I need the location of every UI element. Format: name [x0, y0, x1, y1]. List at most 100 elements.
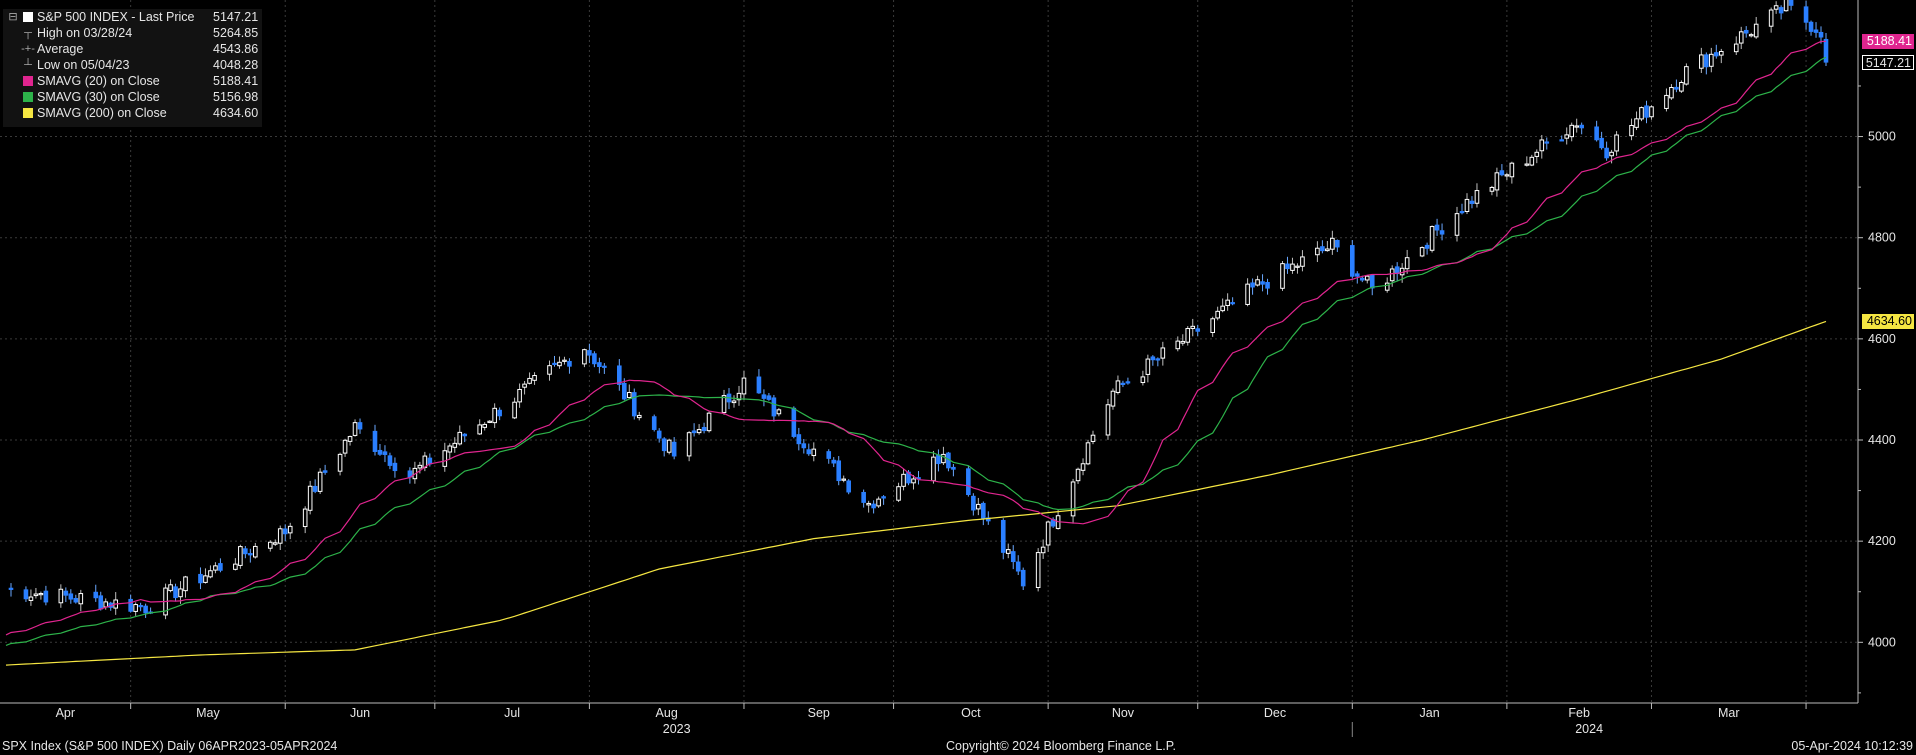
candle-up: [1679, 81, 1684, 92]
candle-up: [1330, 237, 1335, 250]
candle-down: [1120, 382, 1126, 385]
candle-up: [1569, 124, 1574, 138]
candle-up: [876, 498, 881, 507]
candle-down: [377, 449, 383, 455]
x-month-label: Nov: [1112, 706, 1135, 720]
candle-up: [1494, 172, 1500, 191]
candle-down: [1559, 139, 1565, 142]
candle-up: [1070, 481, 1076, 517]
candle-down: [1010, 551, 1016, 563]
y-tick-label: 4400: [1868, 433, 1896, 447]
candle-down: [1285, 263, 1290, 270]
candle-up: [317, 471, 323, 492]
candle-up: [636, 414, 642, 419]
candle-up: [582, 349, 587, 365]
candle-up: [38, 593, 44, 596]
candle-up: [896, 486, 901, 501]
collapse-icon[interactable]: ⊟: [8, 11, 18, 23]
candle-up: [1489, 186, 1495, 192]
x-month-label: May: [196, 706, 220, 720]
candle-down: [1704, 54, 1709, 68]
y-tick-label: 4800: [1868, 231, 1896, 245]
candle-down: [1813, 29, 1819, 33]
candle-down: [836, 460, 842, 482]
candle-up: [103, 601, 109, 608]
candle-down: [282, 528, 288, 535]
candle-up: [736, 392, 742, 401]
legend-row: SMAVG (30) on Close 5156.98: [3, 89, 262, 105]
candle-down: [796, 434, 802, 445]
candle-up: [1429, 226, 1435, 251]
candle-up: [482, 423, 487, 428]
candle-down: [552, 362, 557, 366]
x-month-label: Jul: [504, 706, 520, 720]
candle-up: [1290, 263, 1295, 271]
candle-up: [342, 439, 348, 454]
candle-down: [881, 496, 886, 499]
candle-down: [661, 438, 667, 452]
candle-down: [951, 466, 956, 470]
candle-down: [372, 430, 378, 452]
candle-up: [1005, 549, 1011, 554]
candle-down: [671, 441, 677, 457]
candle-down: [871, 503, 876, 509]
candle-up: [1110, 390, 1116, 407]
candle-down: [218, 563, 223, 571]
candle-up: [1783, 0, 1789, 12]
x-month-label: Apr: [56, 706, 75, 720]
candle-down: [1594, 126, 1599, 141]
candle-down: [587, 350, 592, 356]
legend-value: 4634.60: [213, 106, 259, 120]
sma30-line: [5, 56, 1827, 646]
candle-up: [1145, 358, 1151, 375]
candle-down: [1250, 282, 1255, 288]
candle-down: [427, 457, 433, 465]
candle-down: [1823, 38, 1829, 63]
candle-down: [1579, 124, 1584, 129]
marker-icon: -+-: [21, 43, 35, 55]
x-month-label: Jan: [1420, 706, 1440, 720]
candle-down: [906, 471, 911, 484]
candle-down: [1439, 230, 1445, 235]
candle-up: [512, 401, 517, 419]
candle-down: [387, 455, 393, 466]
candle-up: [1180, 340, 1186, 344]
candle-down: [1604, 147, 1609, 159]
candle-up: [941, 453, 946, 464]
candle-down: [791, 407, 797, 437]
candle-down: [631, 392, 637, 417]
candle-down: [1195, 328, 1201, 332]
sma20-price-tag: 5188.41: [1862, 34, 1914, 50]
candle-up: [1105, 404, 1111, 436]
candle-down: [1015, 561, 1021, 572]
legend-row: ┬ High on 03/28/24 5264.85: [3, 25, 262, 41]
candle-down: [1788, 0, 1794, 6]
legend-row: SMAVG (200) on Close 4634.60: [3, 105, 262, 121]
candle-up: [492, 407, 497, 424]
candle-up: [1140, 376, 1146, 384]
y-tick-label: 4600: [1868, 332, 1896, 346]
candle-down: [597, 362, 602, 368]
candle-up: [447, 445, 453, 453]
candle-up: [1075, 468, 1081, 482]
candle-up: [1090, 434, 1096, 442]
candle-down: [622, 382, 627, 400]
candle-up: [168, 584, 173, 592]
candle-down: [322, 470, 328, 473]
candle-up: [33, 593, 39, 597]
candle-up: [911, 478, 916, 484]
candle-up: [1504, 174, 1510, 177]
candle-down: [1469, 200, 1475, 204]
candle-down: [1459, 211, 1465, 214]
candle-down: [831, 459, 837, 464]
candle-down: [1260, 281, 1265, 285]
candle-down: [766, 395, 772, 400]
footer-timestamp: 05-Apr-2024 10:12:39: [1791, 739, 1913, 753]
candle-down: [701, 426, 707, 432]
candle-up: [1364, 275, 1370, 281]
candle-down: [691, 430, 697, 434]
candle-down: [312, 485, 318, 492]
candle-up: [1699, 54, 1704, 69]
candle-up: [452, 442, 458, 448]
candle-down: [173, 586, 178, 599]
